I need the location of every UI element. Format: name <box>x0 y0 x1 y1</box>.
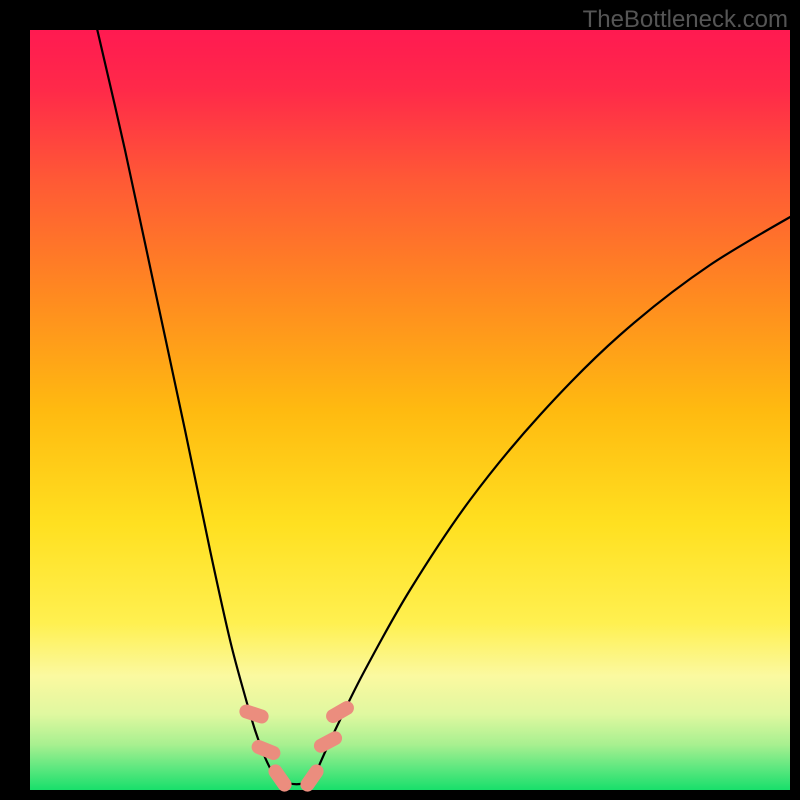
valley-marker <box>298 762 327 795</box>
marker-group <box>238 698 357 794</box>
valley-marker <box>311 729 344 755</box>
chart-stage: TheBottleneck.com <box>0 0 800 800</box>
curve-left-branch <box>95 20 270 768</box>
valley-marker <box>238 703 271 726</box>
curve-right-branch <box>318 200 800 768</box>
curve-layer <box>30 30 790 790</box>
watermark-text: TheBottleneck.com <box>583 6 788 34</box>
plot-area <box>30 30 790 790</box>
